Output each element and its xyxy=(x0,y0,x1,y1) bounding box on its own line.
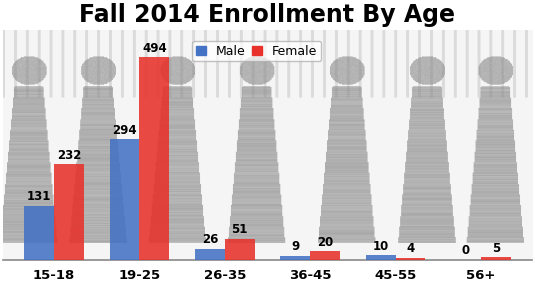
Text: 5: 5 xyxy=(492,242,500,255)
Title: Fall 2014 Enrollment By Age: Fall 2014 Enrollment By Age xyxy=(80,3,455,27)
Bar xyxy=(195,249,225,260)
Bar xyxy=(225,239,255,260)
Text: 51: 51 xyxy=(232,223,248,236)
Text: 20: 20 xyxy=(317,236,333,249)
Text: 9: 9 xyxy=(291,240,300,253)
Bar xyxy=(481,257,511,260)
Bar xyxy=(395,258,425,260)
Text: 131: 131 xyxy=(27,190,51,203)
Legend: Male, Female: Male, Female xyxy=(193,41,322,62)
Text: 0: 0 xyxy=(462,244,470,257)
Text: 232: 232 xyxy=(57,149,81,162)
Bar xyxy=(110,139,140,260)
Text: 26: 26 xyxy=(202,233,218,247)
Text: 10: 10 xyxy=(372,240,389,253)
Text: 4: 4 xyxy=(407,243,415,255)
Bar xyxy=(366,255,395,260)
Bar xyxy=(280,256,310,260)
Text: 294: 294 xyxy=(112,124,137,137)
Text: 494: 494 xyxy=(142,42,167,55)
Bar xyxy=(24,206,54,260)
Bar xyxy=(54,164,84,260)
Bar xyxy=(140,57,169,260)
Bar xyxy=(310,251,340,260)
